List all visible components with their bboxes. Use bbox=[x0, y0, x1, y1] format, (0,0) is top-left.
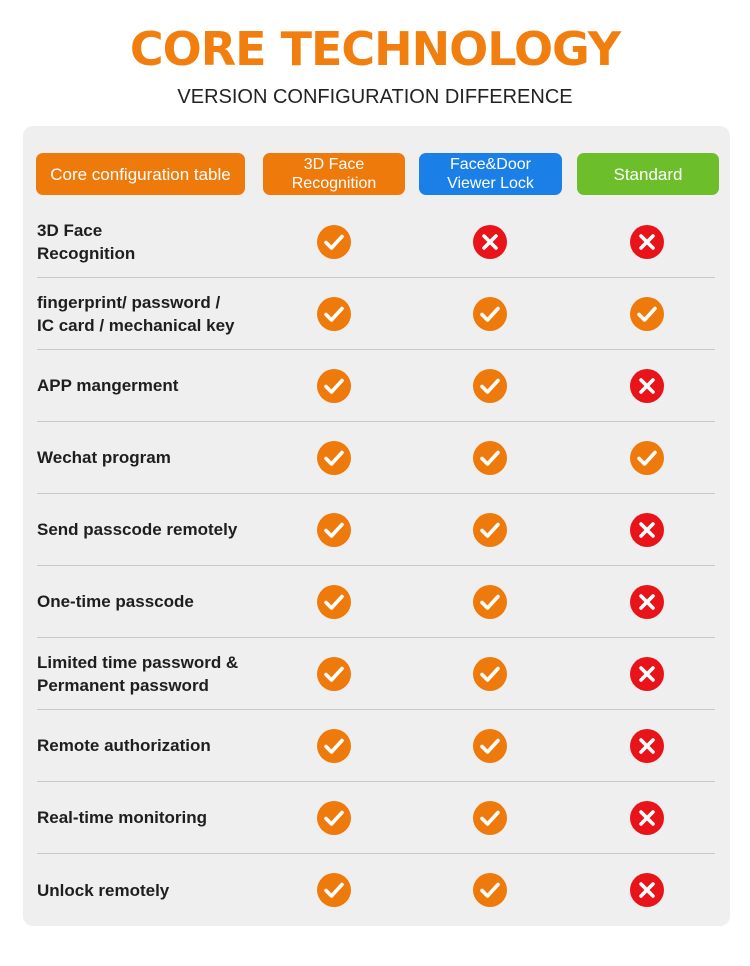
check-icon bbox=[473, 873, 507, 907]
table-body: 3D Face Recognition fingerprint/ password… bbox=[23, 206, 730, 926]
check-icon bbox=[473, 800, 507, 835]
check-icon bbox=[317, 512, 351, 547]
check-icon bbox=[317, 728, 351, 763]
row-label: One-time passcode bbox=[37, 592, 194, 611]
cross-icon bbox=[630, 656, 664, 691]
table-row: 3D Face Recognition bbox=[37, 206, 715, 278]
table-row: Real-time monitoring bbox=[37, 782, 715, 854]
check-icon bbox=[473, 296, 507, 331]
check-icon bbox=[630, 296, 664, 331]
cross-icon bbox=[630, 800, 664, 835]
cross-icon bbox=[630, 368, 664, 403]
check-icon bbox=[473, 440, 507, 475]
check-icon bbox=[473, 584, 507, 619]
table-row: Send passcode remotely bbox=[37, 494, 715, 566]
row-label: 3D Face Recognition bbox=[37, 220, 136, 263]
comparison-table: Core configuration table 3D Face Recogni… bbox=[23, 126, 730, 926]
table-row: fingerprint/ password / IC card / mechan… bbox=[37, 278, 715, 350]
check-icon bbox=[473, 368, 507, 403]
row-label: Remote authorization bbox=[37, 736, 211, 755]
header-standard: Standard bbox=[577, 153, 719, 195]
row-label: Wechat program bbox=[37, 448, 171, 467]
table-row: Limited time password & Permanent passwo… bbox=[37, 638, 715, 710]
check-icon bbox=[317, 584, 351, 619]
check-icon bbox=[317, 368, 351, 403]
cross-icon bbox=[630, 512, 664, 547]
cross-icon bbox=[630, 224, 664, 259]
page-subtitle: VERSION CONFIGURATION DIFFERENCE bbox=[177, 86, 573, 108]
row-label: Real-time monitoring bbox=[37, 808, 208, 827]
check-icon bbox=[473, 728, 507, 763]
table-row: Remote authorization bbox=[37, 710, 715, 782]
check-icon bbox=[473, 656, 507, 691]
check-icon bbox=[317, 800, 351, 835]
cross-icon bbox=[630, 584, 664, 619]
row-label: Limited time password & Permanent passwo… bbox=[37, 652, 239, 695]
row-label: fingerprint/ password / IC card / mechan… bbox=[37, 292, 235, 335]
check-icon bbox=[630, 440, 664, 475]
table-row: Wechat program bbox=[37, 422, 715, 494]
row-label: Unlock remotely bbox=[37, 880, 170, 900]
check-icon bbox=[317, 873, 351, 907]
check-icon bbox=[317, 440, 351, 475]
header-face-door-viewer-lock: Face&Door Viewer Lock bbox=[419, 153, 562, 195]
row-label: APP mangerment bbox=[37, 376, 179, 395]
check-icon bbox=[317, 296, 351, 331]
check-icon bbox=[317, 656, 351, 691]
table-row: One-time passcode bbox=[37, 566, 715, 638]
table-row: APP mangerment bbox=[37, 350, 715, 422]
header-core-configuration: Core configuration table bbox=[36, 153, 245, 195]
header-3d-face-recognition: 3D Face Recognition bbox=[263, 153, 405, 195]
check-icon bbox=[317, 224, 351, 259]
page-title: CORE TECHNOLOGY bbox=[129, 22, 621, 76]
cross-icon bbox=[630, 728, 664, 763]
row-label: Send passcode remotely bbox=[37, 520, 238, 539]
table-row: Unlock remotely bbox=[37, 854, 715, 926]
check-icon bbox=[473, 512, 507, 547]
cross-icon bbox=[473, 224, 507, 259]
cross-icon bbox=[630, 873, 664, 907]
